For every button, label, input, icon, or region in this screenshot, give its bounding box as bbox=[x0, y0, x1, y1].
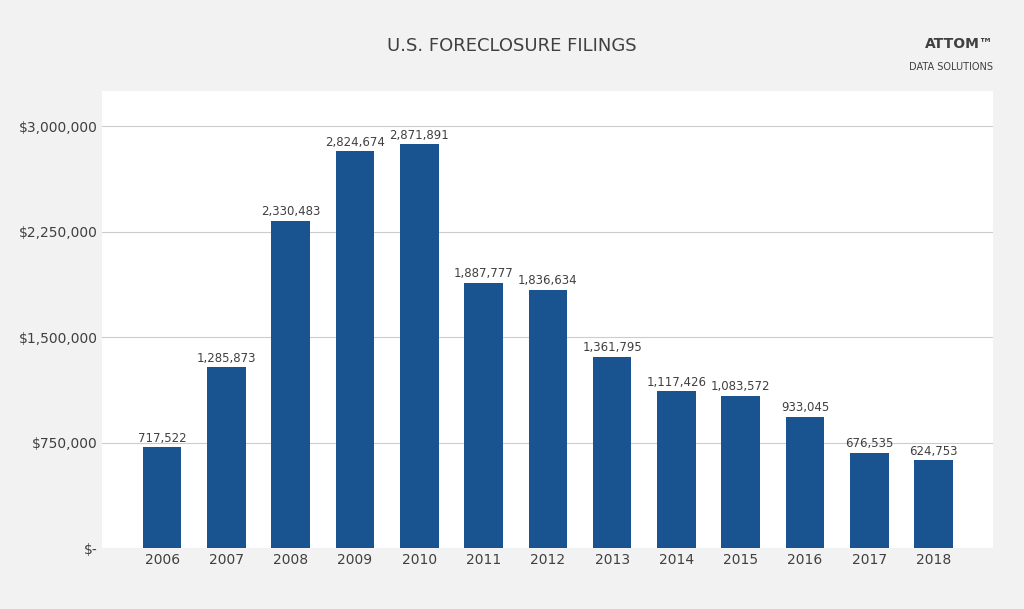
Text: 1,117,426: 1,117,426 bbox=[646, 376, 707, 389]
Text: 676,535: 676,535 bbox=[845, 437, 893, 451]
Bar bbox=[785, 417, 824, 548]
Text: 717,522: 717,522 bbox=[138, 432, 186, 445]
Bar bbox=[657, 391, 695, 548]
Text: 1,887,777: 1,887,777 bbox=[454, 267, 513, 280]
Bar bbox=[850, 453, 889, 548]
Bar bbox=[400, 144, 438, 548]
Bar bbox=[593, 357, 632, 548]
Text: 1,361,795: 1,361,795 bbox=[583, 341, 642, 354]
Text: 1,285,873: 1,285,873 bbox=[197, 352, 256, 365]
Text: 1,836,634: 1,836,634 bbox=[518, 275, 578, 287]
Text: 2,824,674: 2,824,674 bbox=[325, 136, 385, 149]
Bar bbox=[207, 367, 246, 548]
Bar bbox=[914, 460, 952, 548]
Bar bbox=[721, 396, 760, 548]
Bar bbox=[464, 283, 503, 548]
Text: ATTOM™: ATTOM™ bbox=[925, 37, 993, 51]
Bar bbox=[336, 151, 375, 548]
Text: DATA SOLUTIONS: DATA SOLUTIONS bbox=[909, 62, 993, 72]
Text: U.S. FORECLOSURE FILINGS: U.S. FORECLOSURE FILINGS bbox=[387, 37, 637, 55]
Bar bbox=[143, 447, 181, 548]
Text: 2,871,891: 2,871,891 bbox=[389, 129, 450, 142]
Bar bbox=[271, 220, 310, 548]
Text: 2,330,483: 2,330,483 bbox=[261, 205, 321, 218]
Text: 624,753: 624,753 bbox=[909, 445, 957, 458]
Bar bbox=[528, 290, 567, 548]
Text: 933,045: 933,045 bbox=[781, 401, 829, 415]
Text: 1,083,572: 1,083,572 bbox=[711, 380, 770, 393]
